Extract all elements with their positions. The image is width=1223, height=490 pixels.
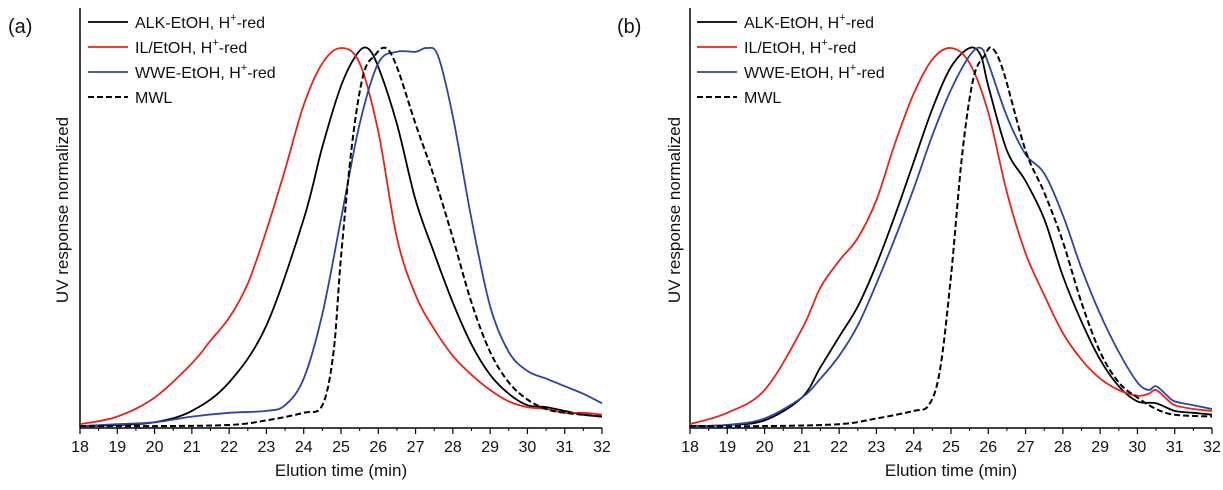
- legend-label-superscript: +: [821, 37, 827, 49]
- legend-label-end: -red: [846, 15, 874, 32]
- legend-label-superscript: +: [230, 12, 236, 24]
- x-axis-title: Elution time (min): [275, 461, 407, 480]
- legend-label-superscript: +: [212, 37, 218, 49]
- legend-label-end: -red: [247, 65, 275, 82]
- legend-label-main: IL/EtOH, H: [744, 40, 821, 57]
- x-tick-label: 21: [793, 439, 811, 456]
- legend-label-main: IL/EtOH, H: [135, 40, 212, 57]
- legend-label-end: -red: [828, 40, 856, 57]
- x-tick-label: 23: [868, 439, 886, 456]
- series-line-il-etoh-h: [689, 47, 1213, 426]
- x-tick-label: 30: [519, 439, 537, 456]
- legend-label: IL/EtOH, H+-red: [135, 37, 247, 57]
- x-tick-label: 21: [183, 439, 201, 456]
- x-tick-label: 27: [407, 439, 425, 456]
- chart-panel-a: 18 19 20 21 22 23 24 25 26 27 28 29 30 31 32 Elution ti…: [8, 8, 611, 480]
- x-tick-label: 19: [718, 439, 736, 456]
- x-tick-label: 27: [1017, 439, 1035, 456]
- legend-label-superscript: +: [850, 62, 856, 74]
- x-axis-title: Elution time (min): [885, 461, 1017, 480]
- legend-label-main: MWL: [744, 90, 781, 107]
- legend-label: MWL: [744, 90, 781, 107]
- x-tick-label: 25: [942, 439, 960, 456]
- chart-panel-b: 18 19 20 21 22 23 24 25 26 27 28 29 30 31 32 Elution ti…: [617, 8, 1221, 480]
- x-tick-label: 26: [369, 439, 387, 456]
- x-tick-label: 23: [258, 439, 276, 456]
- panel-label: (b): [617, 16, 641, 38]
- series-line-alk-etoh-h: [689, 46, 1213, 427]
- series-line-mwl: [689, 46, 1213, 428]
- legend-label-superscript: +: [241, 62, 247, 74]
- legend-label-main: ALK-EtOH, H: [744, 15, 839, 32]
- legend-label-end: -red: [219, 40, 247, 57]
- series-line-alk-etoh-h: [79, 46, 603, 427]
- legend-label: IL/EtOH, H+-red: [744, 37, 856, 57]
- x-tick-label: 29: [481, 439, 499, 456]
- y-axis-title: UV response normalized: [665, 117, 684, 303]
- legend-label-end: -red: [856, 65, 884, 82]
- x-tick-label: 19: [108, 439, 126, 456]
- x-tick-label: 20: [146, 439, 164, 456]
- legend-label: ALK-EtOH, H+-red: [135, 12, 265, 32]
- x-tick-label: 22: [220, 439, 238, 456]
- x-tick-label: 32: [1203, 439, 1221, 456]
- x-tick-label: 26: [979, 439, 997, 456]
- series-line-wwe-etoh-h: [79, 46, 603, 427]
- legend-label-end: -red: [237, 15, 265, 32]
- x-tick-label: 28: [1054, 439, 1072, 456]
- legend-label: MWL: [135, 90, 172, 107]
- legend-label-main: WWE-EtOH, H: [135, 65, 241, 82]
- x-tick-label: 30: [1129, 439, 1147, 456]
- x-tick-label: 25: [332, 439, 350, 456]
- x-tick-label: 31: [1166, 439, 1184, 456]
- x-tick-label: 20: [756, 439, 774, 456]
- series-line-wwe-etoh-h: [689, 46, 1213, 427]
- legend-label-main: MWL: [135, 90, 172, 107]
- legend-label: WWE-EtOH, H+-red: [744, 62, 885, 82]
- legend-label: ALK-EtOH, H+-red: [744, 12, 874, 32]
- x-tick-label: 28: [444, 439, 462, 456]
- series-line-mwl: [79, 46, 603, 428]
- x-tick-label: 32: [593, 439, 611, 456]
- x-tick-label: 31: [556, 439, 574, 456]
- x-tick-label: 24: [905, 439, 923, 456]
- x-tick-label: 18: [681, 439, 699, 456]
- x-tick-label: 29: [1091, 439, 1109, 456]
- legend-label-main: WWE-EtOH, H: [744, 65, 850, 82]
- legend-label-main: ALK-EtOH, H: [135, 15, 230, 32]
- y-axis-title: UV response normalized: [53, 117, 72, 303]
- legend-label: WWE-EtOH, H+-red: [135, 62, 276, 82]
- x-tick-label: 18: [71, 439, 89, 456]
- panel-label: (a): [8, 16, 32, 38]
- legend-label-superscript: +: [839, 12, 845, 24]
- x-tick-label: 24: [295, 439, 313, 456]
- x-tick-label: 22: [830, 439, 848, 456]
- series-line-il-etoh-h: [79, 47, 603, 426]
